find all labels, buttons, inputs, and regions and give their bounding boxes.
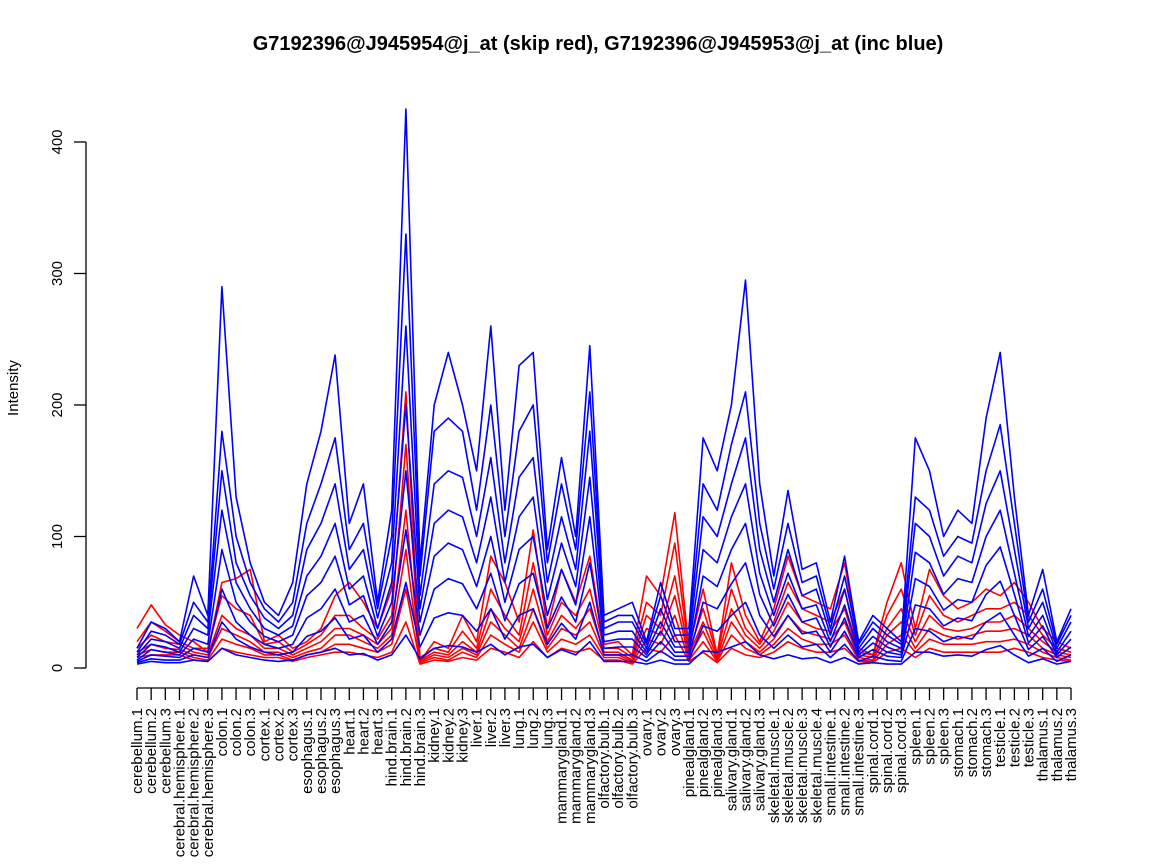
x-tick-label: esophagus.1 <box>299 708 316 794</box>
x-tick-label: stomach.1 <box>950 708 967 777</box>
x-tick-label: thalamus.1 <box>1035 708 1052 781</box>
x-tick-label: olfactory.bulb.2 <box>610 708 627 809</box>
x-tick-label: liver.2 <box>483 708 500 747</box>
x-tick-label: cerebellum.2 <box>143 708 160 794</box>
x-tick-label: heart.3 <box>370 708 387 755</box>
x-tick-label: spleen.1 <box>907 708 924 765</box>
x-tick-label: salivary.gland.2 <box>738 708 755 811</box>
x-tick-label: colon.2 <box>228 708 245 756</box>
x-tick-label: liver.3 <box>497 708 514 747</box>
x-tick-label: pinealgland.2 <box>695 708 712 797</box>
x-tick-label: cerebral.hemisphere.2 <box>186 708 203 857</box>
y-tick-label: 200 <box>49 392 66 417</box>
x-tick-label: salivary.gland.3 <box>752 708 769 811</box>
series-layer <box>136 108 1072 665</box>
x-tick-label: lung.2 <box>525 708 542 749</box>
series-line-inc-12 <box>136 581 1072 664</box>
x-tick-label: ovary.2 <box>653 708 670 756</box>
x-tick-label: mammarygland.2 <box>568 708 585 824</box>
y-tick-label: 100 <box>49 524 66 549</box>
x-tick-label: skeletal.muscle.1 <box>766 708 783 823</box>
x-tick-label: cortex.2 <box>271 708 288 761</box>
x-tick-label: hind.brain.1 <box>384 708 401 786</box>
x-tick-label: esophagus.3 <box>327 708 344 794</box>
x-tick-label: cerebral.hemisphere.1 <box>172 708 189 857</box>
x-tick-label: spleen.3 <box>936 708 953 765</box>
x-tick-label: pinealgland.3 <box>709 708 726 797</box>
x-axis: cerebellum.1cerebellum.2cerebellum.3cere… <box>129 687 1080 857</box>
x-tick-label: pinealgland.1 <box>681 708 698 797</box>
x-tick-label: cerebellum.1 <box>129 708 146 794</box>
x-tick-label: olfactory.bulb.3 <box>624 708 641 809</box>
x-tick-label: heart.1 <box>341 708 358 755</box>
x-tick-label: spinal.cord.1 <box>865 708 882 793</box>
y-tick-label: 0 <box>49 664 66 672</box>
x-tick-label: small.intestine.1 <box>822 708 839 816</box>
x-tick-label: liver.1 <box>469 708 486 747</box>
x-tick-label: spleen.2 <box>922 708 939 765</box>
x-tick-label: hind.brain.3 <box>412 708 429 786</box>
x-tick-label: skeletal.muscle.3 <box>794 708 811 823</box>
x-tick-label: spinal.cord.3 <box>893 708 910 793</box>
x-tick-label: stomach.3 <box>978 708 995 777</box>
series-line-inc-10 <box>136 469 1072 661</box>
x-tick-label: small.intestine.2 <box>837 708 854 816</box>
x-tick-label: testicle.1 <box>992 708 1009 767</box>
x-tick-label: skeletal.muscle.2 <box>780 708 797 823</box>
y-tick-label: 300 <box>49 261 66 286</box>
x-tick-label: olfactory.bulb.1 <box>596 708 613 809</box>
x-tick-label: heart.2 <box>355 708 372 755</box>
x-tick-label: small.intestine.3 <box>851 708 868 816</box>
x-tick-label: hind.brain.2 <box>398 708 415 786</box>
series-line-inc-13 <box>136 634 1072 665</box>
chart-title: G7192396@J945954@j_at (skip red), G71923… <box>253 33 944 55</box>
x-tick-label: spinal.cord.2 <box>879 708 896 793</box>
y-axis-label: Intensity <box>5 360 22 416</box>
x-tick-label: cerebral.hemisphere.3 <box>200 708 217 857</box>
x-tick-label: kidney.3 <box>455 708 472 763</box>
y-tick-label: 400 <box>49 129 66 154</box>
x-tick-label: salivary.gland.1 <box>723 708 740 811</box>
x-tick-label: mammarygland.3 <box>582 708 599 824</box>
x-tick-label: testicle.3 <box>1021 708 1038 767</box>
x-tick-label: colon.3 <box>242 708 259 756</box>
x-tick-label: cortex.1 <box>256 708 273 761</box>
x-tick-label: ovary.3 <box>667 708 684 756</box>
y-axis: 0 100 200 300 400 <box>49 129 87 672</box>
x-tick-label: cortex.3 <box>285 708 302 761</box>
x-tick-label: lung.3 <box>539 708 556 749</box>
x-tick-label: thalamus.3 <box>1063 708 1080 781</box>
x-tick-label: kidney.2 <box>440 708 457 763</box>
x-tick-label: esophagus.2 <box>313 708 330 794</box>
x-tick-label: skeletal.muscle.4 <box>808 708 825 823</box>
x-tick-label: mammarygland.1 <box>554 708 571 824</box>
x-tick-label: kidney.1 <box>426 708 443 763</box>
x-tick-label: stomach.2 <box>964 708 981 777</box>
x-tick-label: thalamus.2 <box>1049 708 1066 781</box>
series-line-inc-11 <box>136 529 1072 663</box>
x-tick-label: testicle.2 <box>1006 708 1023 767</box>
x-tick-label: lung.1 <box>511 708 528 749</box>
x-tick-label: colon.1 <box>214 708 231 756</box>
x-tick-label: ovary.1 <box>639 708 656 756</box>
x-tick-label: cerebellum.3 <box>157 708 174 794</box>
